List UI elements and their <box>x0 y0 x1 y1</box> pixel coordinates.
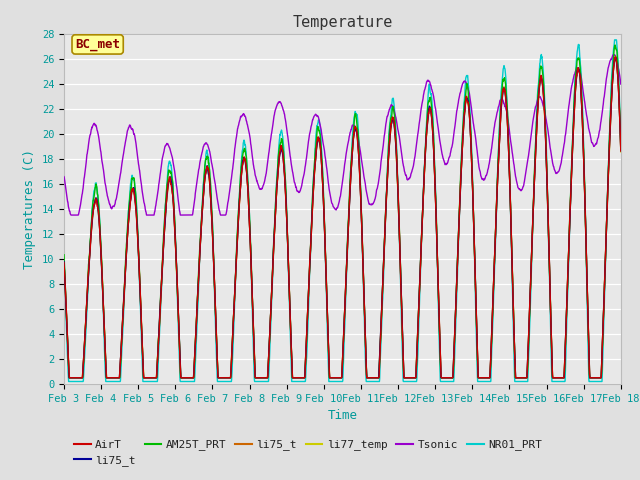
li77_temp <box>359 249 367 255</box>
AirT <box>504 140 512 146</box>
li75_t <box>359 248 367 253</box>
NR01_PRT <box>359 254 367 260</box>
AM25T_PRT <box>617 144 625 150</box>
AirT <box>359 250 367 255</box>
AirT <box>584 287 591 293</box>
li75_t <box>60 259 68 264</box>
NR01_PRT <box>216 379 223 384</box>
Line: AM25T_PRT: AM25T_PRT <box>64 45 621 378</box>
Tsonic <box>216 208 223 214</box>
Line: NR01_PRT: NR01_PRT <box>64 40 621 382</box>
NR01_PRT <box>504 132 512 138</box>
Tsonic <box>504 120 512 125</box>
Tsonic <box>60 174 68 180</box>
li75_t <box>568 164 575 170</box>
AirT <box>617 148 625 154</box>
AirT <box>60 260 68 265</box>
AM25T_PRT <box>611 42 619 48</box>
Tsonic <box>359 164 367 170</box>
AM25T_PRT <box>359 251 367 256</box>
NR01_PRT <box>584 304 591 310</box>
li77_temp <box>568 165 575 170</box>
li75_t <box>371 375 379 381</box>
li77_temp <box>617 149 625 155</box>
li75_t <box>216 375 223 381</box>
NR01_PRT <box>611 37 618 43</box>
li75_t <box>371 375 379 381</box>
AM25T_PRT <box>371 375 379 381</box>
Line: Tsonic: Tsonic <box>64 55 621 215</box>
Title: Temperature: Temperature <box>292 15 392 30</box>
AirT <box>612 54 620 60</box>
AirT <box>568 162 575 168</box>
Line: li77_temp: li77_temp <box>64 59 621 378</box>
li75_t <box>504 140 512 146</box>
li77_temp <box>65 375 73 381</box>
Line: li75_t: li75_t <box>64 56 621 378</box>
NR01_PRT <box>568 154 575 160</box>
NR01_PRT <box>371 379 379 384</box>
X-axis label: Time: Time <box>328 409 357 422</box>
AM25T_PRT <box>216 375 223 381</box>
li77_temp <box>584 286 591 291</box>
Legend: AirT, li75_t, AM25T_PRT, li75_t, li77_temp, Tsonic, NR01_PRT: AirT, li75_t, AM25T_PRT, li75_t, li77_te… <box>70 435 547 470</box>
AirT <box>216 375 223 381</box>
li75_t <box>584 288 591 293</box>
li75_t <box>584 288 591 293</box>
Text: BC_met: BC_met <box>75 38 120 51</box>
AM25T_PRT <box>584 288 591 294</box>
Tsonic <box>568 83 575 88</box>
Tsonic <box>611 52 618 58</box>
li75_t <box>60 260 68 265</box>
li75_t <box>65 375 73 381</box>
AM25T_PRT <box>60 252 68 258</box>
NR01_PRT <box>617 141 625 147</box>
Line: AirT: AirT <box>64 57 621 378</box>
Line: li75_t: li75_t <box>64 58 621 378</box>
li77_temp <box>216 375 223 381</box>
AM25T_PRT <box>568 157 575 163</box>
Tsonic <box>617 81 625 87</box>
li75_t <box>504 140 512 146</box>
Tsonic <box>67 212 75 218</box>
li77_temp <box>371 375 379 381</box>
Tsonic <box>371 196 379 202</box>
Tsonic <box>584 116 591 122</box>
li75_t <box>617 147 625 153</box>
NR01_PRT <box>65 379 72 384</box>
li75_t <box>612 53 620 59</box>
li77_temp <box>60 260 68 265</box>
Y-axis label: Temperatures (C): Temperatures (C) <box>23 149 36 269</box>
li75_t <box>65 375 73 381</box>
li77_temp <box>504 139 512 144</box>
li77_temp <box>612 56 620 62</box>
AirT <box>65 375 73 381</box>
li75_t <box>568 162 575 168</box>
AirT <box>371 375 379 381</box>
NR01_PRT <box>60 257 68 263</box>
li75_t <box>612 55 620 60</box>
AM25T_PRT <box>65 375 73 381</box>
li75_t <box>617 148 625 154</box>
AM25T_PRT <box>504 133 512 139</box>
li75_t <box>216 375 223 381</box>
li75_t <box>359 250 367 256</box>
